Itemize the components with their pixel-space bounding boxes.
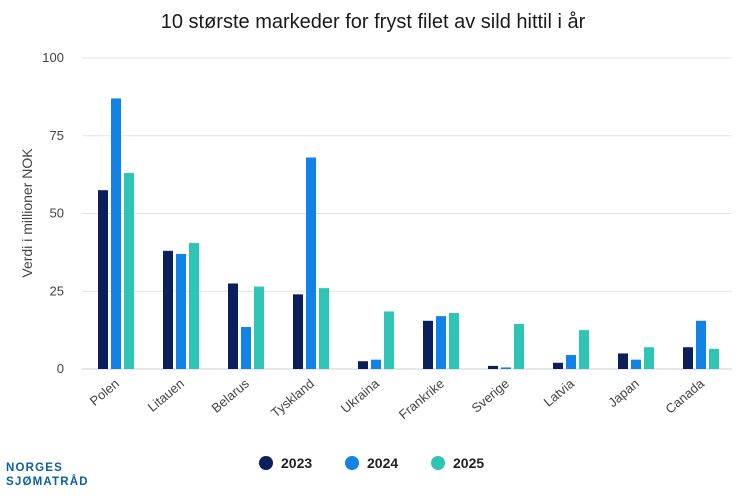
- bar-2023-ukraina[interactable]: [358, 361, 368, 369]
- bar-2024-frankrike[interactable]: [436, 316, 446, 369]
- x-tick-label: Ukraina: [338, 375, 383, 416]
- bar-2025-japan[interactable]: [644, 347, 654, 369]
- legend-item-2024[interactable]: 2024: [345, 455, 398, 471]
- x-tick-label: Polen: [87, 376, 122, 409]
- bar-2023-canada[interactable]: [683, 347, 693, 369]
- bar-2024-latvia[interactable]: [566, 355, 576, 369]
- bar-2024-tyskland[interactable]: [306, 157, 316, 369]
- y-tick-label: 75: [50, 128, 64, 143]
- x-tick-label: Tyskland: [268, 376, 317, 420]
- y-tick-label: 0: [57, 361, 64, 376]
- x-tick-label: Frankrike: [396, 376, 447, 422]
- legend-label: 2025: [453, 455, 484, 471]
- bar-2025-ukraina[interactable]: [384, 311, 394, 369]
- bar-2024-sverige[interactable]: [501, 367, 511, 369]
- legend-swatch: [259, 456, 273, 470]
- y-tick-label: 25: [50, 283, 64, 298]
- bar-2024-litauen[interactable]: [176, 253, 186, 369]
- bar-2025-latvia[interactable]: [579, 330, 589, 369]
- bar-2024-polen[interactable]: [111, 98, 121, 370]
- legend-swatch: [431, 456, 445, 470]
- bar-2024-japan[interactable]: [631, 359, 641, 369]
- bar-2025-belarus[interactable]: [254, 286, 264, 369]
- bar-2023-belarus[interactable]: [228, 283, 238, 369]
- bar-2025-canada[interactable]: [709, 348, 719, 369]
- y-axis-label: Verdi i millioner NOK: [19, 148, 35, 278]
- bar-2023-tyskland[interactable]: [293, 294, 303, 369]
- legend[interactable]: 2023 2024 2025: [259, 455, 484, 471]
- bar-2025-frankrike[interactable]: [449, 313, 459, 369]
- bar-2023-frankrike[interactable]: [423, 320, 433, 369]
- legend-label: 2023: [281, 455, 312, 471]
- x-tick-label: Japan: [605, 376, 642, 410]
- legend-item-2023[interactable]: 2023: [259, 455, 312, 471]
- x-tick-label: Canada: [662, 375, 707, 416]
- bar-2023-sverige[interactable]: [488, 365, 498, 369]
- x-tick-label: Sverige: [469, 376, 512, 416]
- bars-layer: [98, 98, 719, 370]
- bar-2025-sverige[interactable]: [514, 323, 524, 369]
- x-ticks-layer: Polen Litauen Belarus Tyskland Ukraina Frankr…: [87, 375, 708, 422]
- x-tick-label: Belarus: [209, 375, 253, 415]
- legend-item-2025[interactable]: 2025: [431, 455, 484, 471]
- y-tick-label: 100: [42, 50, 64, 65]
- bar-2023-latvia[interactable]: [553, 362, 563, 369]
- legend-label: 2024: [367, 455, 398, 471]
- bar-2023-polen[interactable]: [98, 190, 108, 369]
- x-tick-label: Litauen: [145, 376, 187, 415]
- bar-2025-tyskland[interactable]: [319, 288, 329, 369]
- chart-title: 10 største markeder for fryst filet av s…: [161, 11, 586, 33]
- norges-sjomatrad-logo: NORGES SJØMATRÅD: [6, 461, 89, 489]
- bar-2023-japan[interactable]: [618, 353, 628, 369]
- bar-2024-belarus[interactable]: [241, 327, 251, 369]
- logo-line-2: SJØMATRÅD: [6, 476, 89, 488]
- bar-2024-ukraina[interactable]: [371, 359, 381, 369]
- logo-line-1: NORGES: [6, 462, 64, 474]
- y-tick-label: 50: [50, 206, 64, 221]
- bar-2023-litauen[interactable]: [163, 250, 173, 369]
- x-tick-label: Latvia: [541, 375, 578, 409]
- bar-2025-polen[interactable]: [124, 173, 134, 369]
- bar-2024-canada[interactable]: [696, 320, 706, 369]
- bar-2025-litauen[interactable]: [189, 243, 199, 369]
- legend-swatch: [345, 456, 359, 470]
